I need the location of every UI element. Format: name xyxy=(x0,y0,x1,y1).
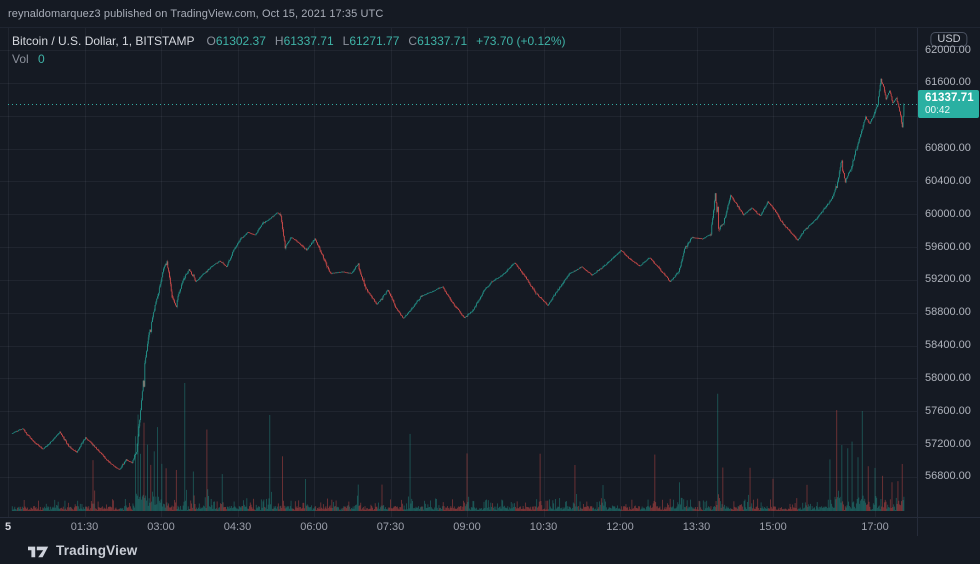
symbol-title: Bitcoin / U.S. Dollar, 1, BITSTAMP xyxy=(12,34,195,48)
price-axis-label: 60000.00 xyxy=(925,207,971,220)
change-value: +73.70 (+0.12%) xyxy=(476,34,566,48)
time-axis-label: 04:30 xyxy=(223,521,252,533)
tradingview-link[interactable]: TradingView xyxy=(28,543,137,558)
last-price-value: 61337.71 xyxy=(925,92,974,105)
price-axis-label: 57200.00 xyxy=(925,437,971,450)
high-value: 61337.71 xyxy=(283,34,334,48)
currency-badge[interactable]: USD xyxy=(930,32,968,47)
price-axis-label: 61600.00 xyxy=(925,76,971,89)
price-axis-label: 60800.00 xyxy=(925,142,971,155)
time-axis-label: 12:00 xyxy=(606,521,634,533)
price-axis[interactable]: USD 61337.71 00:42 62000.00 61600.00 60800… xyxy=(917,28,980,536)
open-value: 61302.37 xyxy=(215,34,266,48)
time-axis-label: 15:00 xyxy=(759,521,787,533)
price-axis-label: 59600.00 xyxy=(925,240,971,253)
time-axis-label: 09:00 xyxy=(453,521,481,533)
publish-bar: reynaldomarquez3 published on TradingVie… xyxy=(0,0,980,28)
candlestick-chart[interactable] xyxy=(0,28,917,517)
time-axis-label: 03:00 xyxy=(147,521,175,533)
price-axis-label: 57600.00 xyxy=(925,404,971,417)
currency-label: USD xyxy=(937,33,961,45)
volume-value: 0 xyxy=(38,52,45,66)
price-axis-label: 60400.00 xyxy=(925,174,971,187)
price-axis-label: 58800.00 xyxy=(925,306,971,319)
low-value: 61271.77 xyxy=(349,34,400,48)
time-axis-label: 5 xyxy=(4,521,12,533)
volume-label: Vol xyxy=(12,52,29,66)
brand-wordmark: TradingView xyxy=(56,542,138,558)
last-price-badge: 61337.71 00:42 xyxy=(918,90,979,119)
open-label: O xyxy=(206,34,216,48)
price-axis-label: 62000.00 xyxy=(925,43,971,56)
price-axis-label: 56800.00 xyxy=(925,470,971,483)
price-axis-label: 58000.00 xyxy=(925,371,971,384)
high-label: H xyxy=(274,34,284,48)
low-label: L xyxy=(342,34,350,48)
price-axis-label: 59200.00 xyxy=(925,273,971,286)
chart-legend: Bitcoin / U.S. Dollar, 1, BITSTAMP O61302… xyxy=(12,34,566,66)
chart-stage: Bitcoin / U.S. Dollar, 1, BITSTAMP O61302… xyxy=(0,28,980,536)
time-axis-label: 01:30 xyxy=(70,521,99,533)
close-label: C xyxy=(408,34,418,48)
time-axis-label: 10:30 xyxy=(529,521,558,533)
time-axis[interactable]: 5 01:30 03:00 04:30 06:00 07:30 09:00 10:30 12:0… xyxy=(0,517,980,536)
bar-countdown: 00:42 xyxy=(925,105,951,117)
footer: TradingView xyxy=(0,536,980,564)
price-axis-label: 58400.00 xyxy=(925,339,971,352)
time-axis-label: 13:30 xyxy=(682,521,711,533)
time-axis-label: 17:00 xyxy=(861,521,889,533)
close-value: 61337.71 xyxy=(417,34,468,48)
time-axis-label: 06:00 xyxy=(300,521,328,533)
tradingview-logo-icon xyxy=(28,546,49,557)
time-axis-label: 07:30 xyxy=(376,521,405,533)
publish-text: reynaldomarquez3 published on TradingVie… xyxy=(8,7,384,20)
